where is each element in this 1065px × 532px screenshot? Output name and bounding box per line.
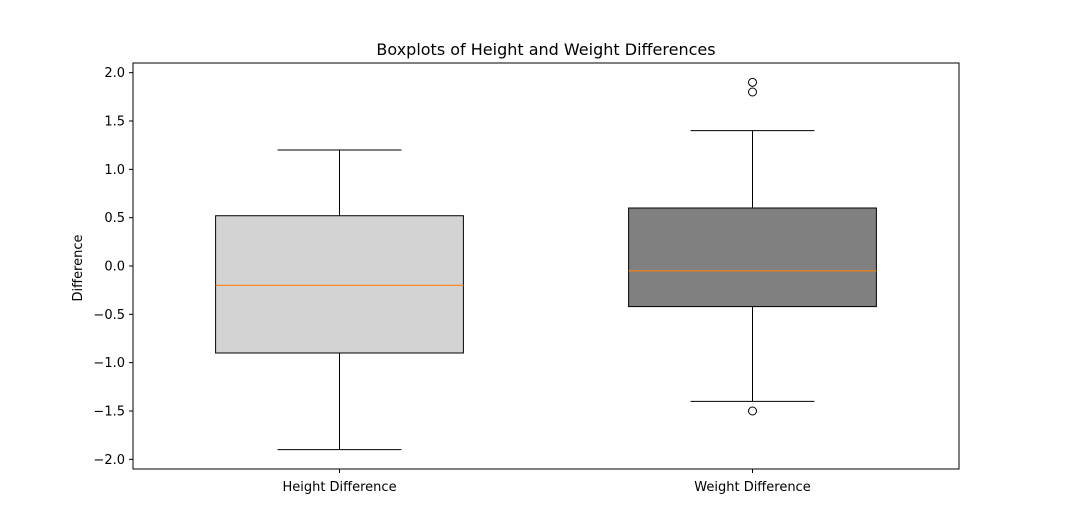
outlier-point xyxy=(748,77,757,87)
plot-area: 2.0 1.5 1.0 0.5 0.0 −0.5 −1.0 −1.5 −2.0 Height Di… xyxy=(93,66,877,495)
y-axis-label: Difference xyxy=(71,234,86,301)
y-tick-label: 0.0 xyxy=(104,260,125,275)
chart-title: Boxplots of Height and Weight Difference… xyxy=(376,40,715,59)
plot-frame xyxy=(132,62,960,470)
y-tick-label: −2.0 xyxy=(93,453,125,468)
x-tick-label: Weight Difference xyxy=(694,480,810,495)
y-tick-label: −1.0 xyxy=(93,356,125,371)
y-tick-label: 1.0 xyxy=(104,163,125,178)
y-tick-label: −1.5 xyxy=(93,405,125,420)
y-tick-label: 2.0 xyxy=(104,66,125,81)
box-iqr xyxy=(628,207,877,308)
x-tick-label: Height Difference xyxy=(282,480,396,495)
outlier-point xyxy=(748,87,757,97)
y-tick-label: 1.5 xyxy=(104,115,125,130)
box-iqr xyxy=(215,215,464,354)
y-tick-label: 0.5 xyxy=(104,211,125,226)
y-tick-label: −0.5 xyxy=(93,308,125,323)
outlier-point xyxy=(748,406,757,416)
